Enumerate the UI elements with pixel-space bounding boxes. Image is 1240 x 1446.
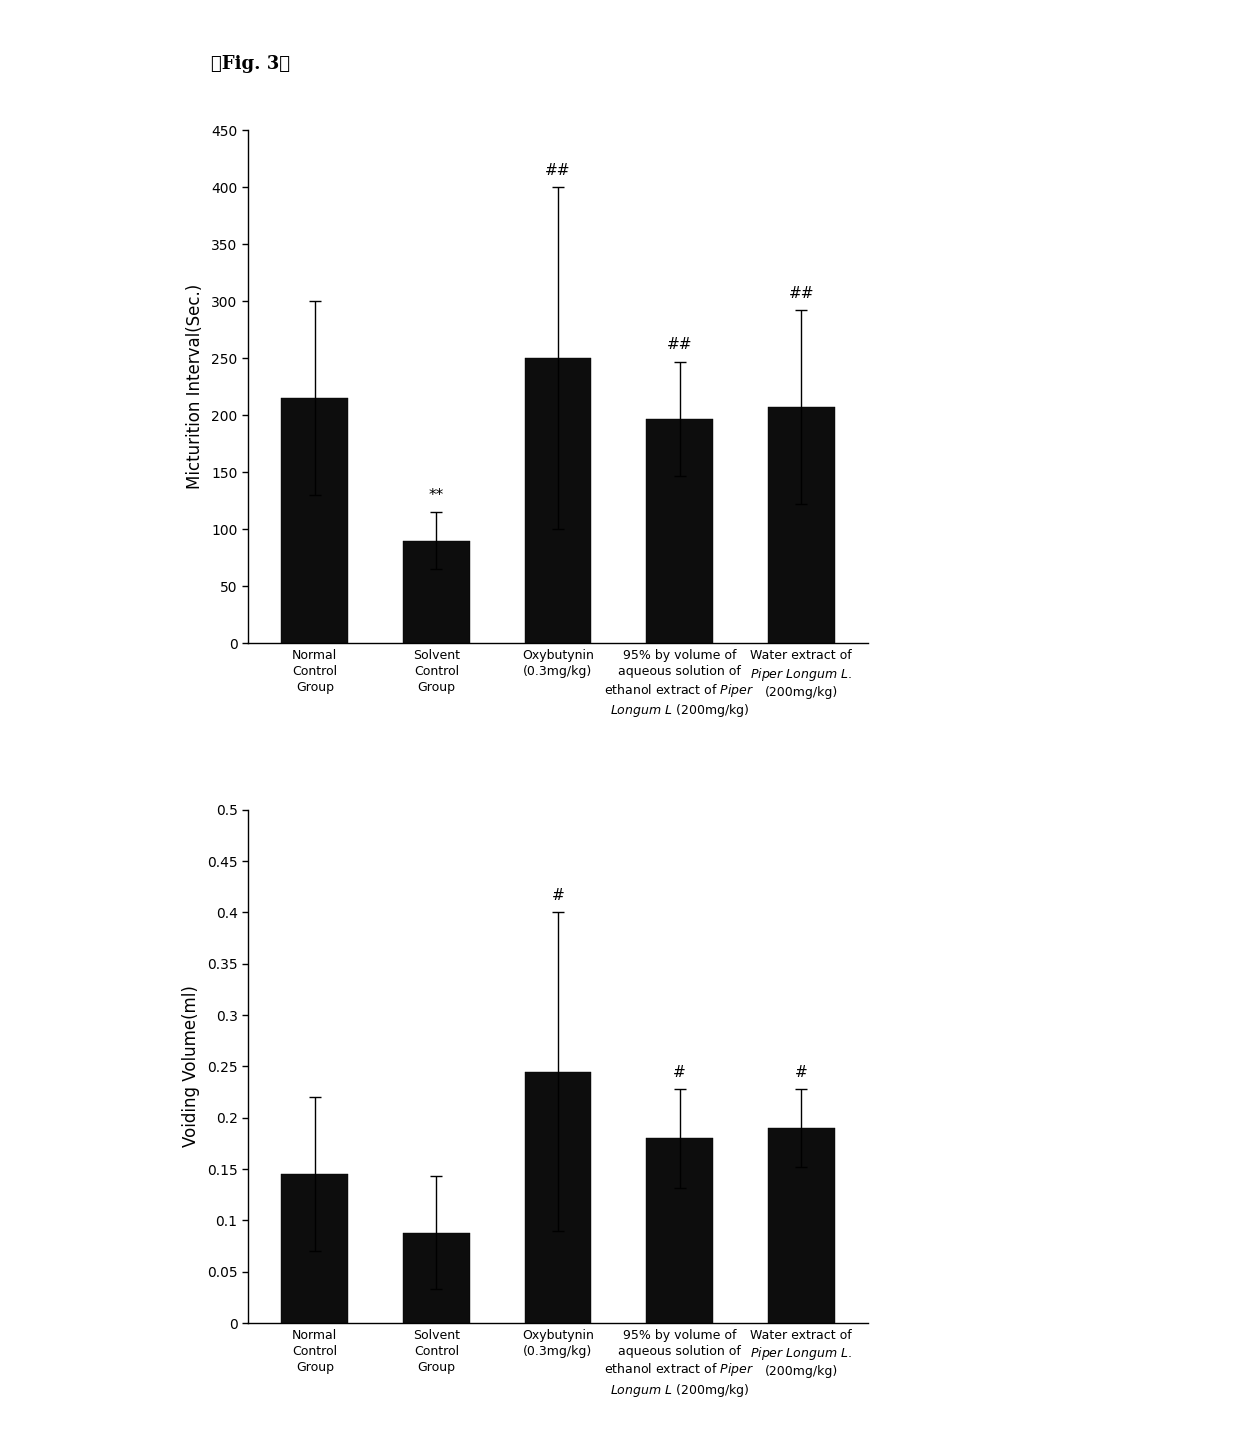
- Bar: [525, 1071, 591, 1323]
- Text: **: **: [429, 489, 444, 503]
- Bar: [281, 398, 348, 643]
- Text: #: #: [795, 1064, 807, 1080]
- Y-axis label: Voiding Volume(ml): Voiding Volume(ml): [182, 986, 200, 1147]
- Text: ##: ##: [546, 163, 570, 178]
- Bar: [768, 408, 835, 643]
- Y-axis label: Micturition Interval(Sec.): Micturition Interval(Sec.): [186, 285, 205, 489]
- Text: ##: ##: [789, 286, 813, 301]
- Bar: [646, 1138, 713, 1323]
- Text: ##: ##: [667, 337, 692, 353]
- Bar: [525, 359, 591, 643]
- Bar: [646, 419, 713, 643]
- Bar: [281, 1174, 348, 1323]
- Bar: [768, 1128, 835, 1323]
- Text: #: #: [552, 888, 564, 904]
- Bar: [403, 1233, 470, 1323]
- Bar: [403, 541, 470, 643]
- Text: #: #: [673, 1064, 686, 1080]
- Text: 【Fig. 3】: 【Fig. 3】: [211, 55, 290, 72]
